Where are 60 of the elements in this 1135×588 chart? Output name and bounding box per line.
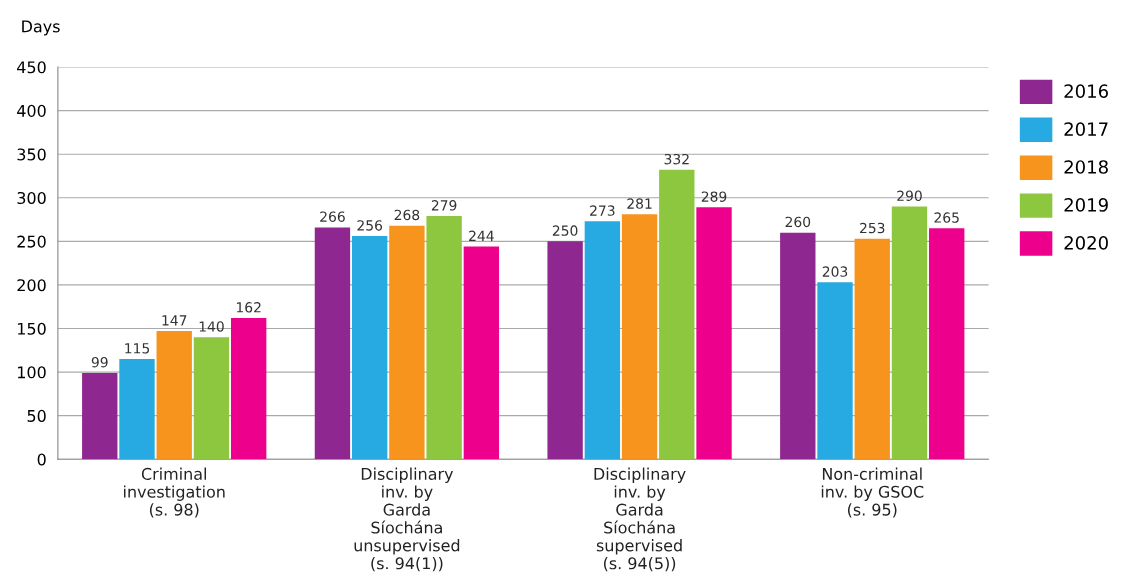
x-tick-label: Non-criminal inv. by GSOC (s. 95) <box>821 467 924 518</box>
data-label: 273 <box>590 205 615 216</box>
y-tick-label: 350 <box>17 148 46 161</box>
bar <box>621 214 658 460</box>
data-label: 290 <box>897 190 922 202</box>
data-label: 289 <box>701 191 727 202</box>
y-tick-label: 200 <box>17 279 46 292</box>
data-label: 203 <box>822 266 848 277</box>
data-label: 99 <box>91 356 108 368</box>
data-label: 260 <box>785 216 811 228</box>
bar <box>584 221 621 460</box>
data-label: 265 <box>934 212 959 223</box>
y-axis-title: Days <box>22 20 60 36</box>
y-tick-label: 0 <box>37 453 46 466</box>
data-label: 281 <box>627 198 652 209</box>
bar <box>119 359 155 460</box>
data-label: 268 <box>394 209 420 221</box>
bar <box>82 372 118 460</box>
bar <box>817 282 853 460</box>
x-tick-label: Disciplinary inv. by Garda Síochána supervised (s. 94(5)) <box>594 467 686 572</box>
bar <box>547 241 583 460</box>
legend-label: 2018 <box>1064 160 1108 174</box>
bar <box>351 236 388 460</box>
legend-label: 2017 <box>1064 122 1108 136</box>
y-tick-label: 100 <box>18 366 46 379</box>
data-label: 162 <box>236 302 261 313</box>
bar <box>780 232 816 460</box>
data-label: 140 <box>199 321 224 332</box>
y-tick-label: 450 <box>17 61 46 74</box>
y-tick-label: 300 <box>17 191 46 205</box>
data-label: 250 <box>552 225 578 236</box>
legend-label: 2020 <box>1064 235 1108 250</box>
bar <box>929 228 965 460</box>
bar <box>659 169 695 460</box>
bar <box>463 246 500 460</box>
data-label: 266 <box>320 211 345 222</box>
y-tick-label: 400 <box>17 104 46 117</box>
legend-label: 2019 <box>1064 198 1108 212</box>
data-label: 332 <box>664 153 689 165</box>
data-label: 279 <box>431 200 457 211</box>
data-label: 147 <box>162 315 187 326</box>
data-label: 244 <box>469 230 494 241</box>
legend-label: 2016 <box>1064 84 1108 98</box>
bar <box>696 207 732 460</box>
data-label: 253 <box>860 222 885 234</box>
bar <box>854 238 890 460</box>
x-tick-label: Disciplinary inv. by Garda Síochána unsupervised (s. 94(1)) <box>354 467 460 572</box>
x-tick-label: Criminal investigation (s. 98) <box>124 467 225 518</box>
bar <box>231 318 267 460</box>
y-tick-label: 150 <box>18 322 46 335</box>
y-tick-label: 250 <box>17 235 46 248</box>
data-label: 115 <box>125 343 150 354</box>
y-tick-label: 50 <box>27 409 46 422</box>
bar <box>314 227 351 460</box>
bar <box>389 225 425 460</box>
bar <box>426 216 462 460</box>
bar <box>891 206 928 460</box>
bar <box>193 337 230 460</box>
data-label: 256 <box>357 220 383 231</box>
bar <box>156 331 192 460</box>
